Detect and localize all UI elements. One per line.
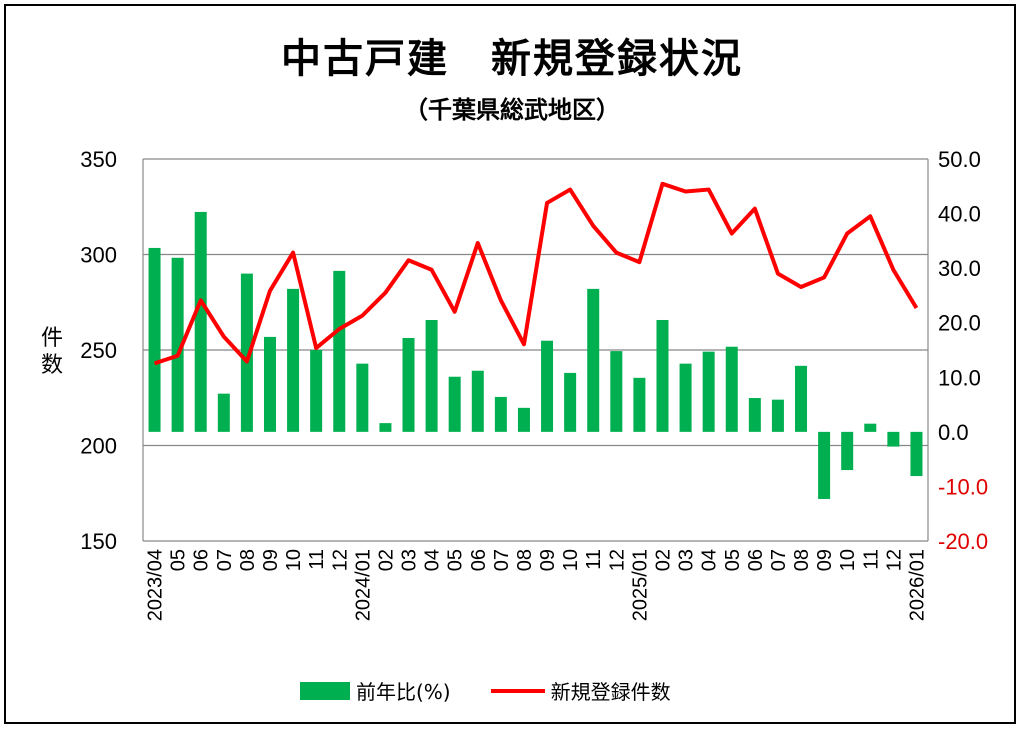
x-tick-label: 10 xyxy=(283,549,305,571)
y-axis-label: 件 xyxy=(41,326,63,351)
bar xyxy=(148,247,161,432)
bar xyxy=(841,431,854,471)
y2-tick-label: 30.0 xyxy=(938,256,981,281)
bar xyxy=(379,423,392,432)
bar xyxy=(217,393,230,432)
x-tick-label: 05 xyxy=(722,549,744,571)
x-tick-label: 06 xyxy=(191,549,213,571)
y2-tick-label: -20.0 xyxy=(938,529,988,554)
y-axis-label: 数 xyxy=(41,353,63,378)
x-tick-label: 11 xyxy=(860,549,882,570)
x-tick-label: 07 xyxy=(214,549,236,571)
bar xyxy=(541,340,554,432)
y-tick-label: 200 xyxy=(80,434,117,459)
bar xyxy=(402,337,415,432)
chart-title: 中古戸建 新規登録状況 xyxy=(281,36,743,82)
chart-frame xyxy=(4,4,1016,724)
bar xyxy=(448,376,461,432)
x-tick-label: 03 xyxy=(399,549,421,571)
bar xyxy=(748,398,761,432)
y2-tick-label: -10.0 xyxy=(938,474,988,499)
x-tick-label: 07 xyxy=(768,549,790,571)
legend-bar-swatch xyxy=(300,681,350,700)
bar xyxy=(494,396,507,432)
bar xyxy=(771,399,784,432)
y2-tick-label: 50.0 xyxy=(938,147,981,172)
bar xyxy=(679,363,692,432)
x-tick-label: 02 xyxy=(375,549,397,571)
x-tick-label: 08 xyxy=(791,549,813,571)
bar xyxy=(564,372,577,432)
x-tick-label: 04 xyxy=(699,549,721,571)
legend: 前年比(%) 新規登録件数 xyxy=(300,676,671,705)
x-tick-label: 05 xyxy=(168,549,190,571)
bar xyxy=(587,288,600,432)
bar xyxy=(356,363,369,432)
x-tick-label: 08 xyxy=(237,549,259,571)
bar xyxy=(887,431,900,447)
bar xyxy=(194,211,207,432)
x-tick-label: 05 xyxy=(445,549,467,571)
x-tick-label: 12 xyxy=(606,549,628,571)
line-series xyxy=(153,181,919,366)
y2-tick-label: 10.0 xyxy=(938,365,981,390)
bar xyxy=(818,431,831,499)
bar xyxy=(864,423,877,432)
x-tick-label: 12 xyxy=(883,549,905,571)
bar xyxy=(287,288,300,432)
bar xyxy=(633,377,646,432)
x-tick-label: 07 xyxy=(491,549,513,571)
x-tick-label: 09 xyxy=(814,549,836,571)
x-tick-label: 06 xyxy=(468,549,490,571)
x-tick-label: 12 xyxy=(329,549,351,571)
x-tick-label: 2026/01 xyxy=(906,549,928,621)
bar xyxy=(333,270,346,432)
legend-bar-label: 前年比(%) xyxy=(356,680,451,704)
bar xyxy=(263,336,276,432)
bar xyxy=(171,257,184,432)
legend-line-swatch xyxy=(490,688,545,693)
y-tick-label: 250 xyxy=(80,338,117,363)
x-tick-label: 08 xyxy=(514,549,536,571)
bar xyxy=(471,370,484,432)
y2-tick-label: 0.0 xyxy=(938,420,969,445)
x-tick-label: 2024/01 xyxy=(352,549,374,621)
x-tick-label: 02 xyxy=(652,549,674,571)
bar xyxy=(910,431,923,477)
x-tick-label: 2025/01 xyxy=(629,549,651,621)
x-tick-label: 10 xyxy=(837,549,859,571)
y-tick-label: 150 xyxy=(80,529,117,554)
x-tick-label: 04 xyxy=(422,549,444,571)
bar xyxy=(425,319,438,432)
bar xyxy=(610,351,623,432)
bar xyxy=(656,319,669,432)
bar xyxy=(310,350,323,432)
y-tick-label: 300 xyxy=(80,243,117,268)
legend-line-label: 新規登録件数 xyxy=(550,680,671,704)
x-tick-label: 11 xyxy=(306,549,328,570)
bar xyxy=(795,365,808,432)
x-tick-label: 09 xyxy=(537,549,559,571)
x-tick-label: 06 xyxy=(745,549,767,571)
x-tick-label: 11 xyxy=(583,549,605,570)
y-tick-label: 350 xyxy=(80,147,117,172)
y2-tick-label: 20.0 xyxy=(938,311,981,336)
bar xyxy=(725,346,738,432)
x-tick-label: 2023/04 xyxy=(145,549,167,621)
bar xyxy=(517,407,530,432)
x-tick-label: 03 xyxy=(676,549,698,571)
chart-subtitle: （千葉県総武地区） xyxy=(404,96,620,124)
x-tick-label: 10 xyxy=(560,549,582,571)
bar xyxy=(702,351,715,432)
y2-tick-label: 40.0 xyxy=(938,202,981,227)
bar xyxy=(240,273,253,432)
x-tick-label: 09 xyxy=(260,549,282,571)
